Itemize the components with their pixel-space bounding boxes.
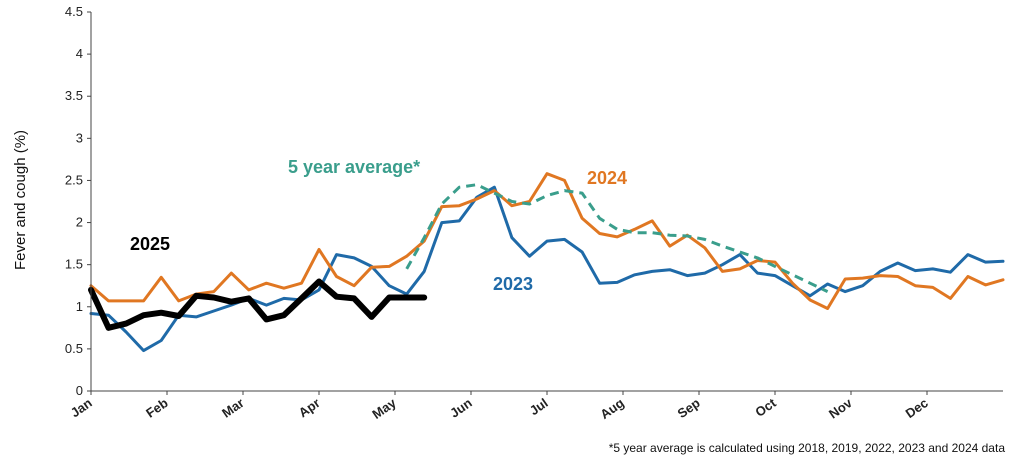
x-tick-label-mar: Mar [219,395,247,421]
x-tick-label-jan: Jan [68,395,95,420]
x-tick-label-oct: Oct [752,395,779,420]
series-line-2023 [89,185,1005,353]
y-tick-label: 4.5 [65,4,83,19]
x-tick-label-may: May [369,395,399,422]
y-tick-label: 4 [76,46,83,61]
series-label-2023: 2023 [493,274,533,294]
y-tick-label: 0 [76,383,83,398]
series-line-2025 [88,278,428,331]
y-tick-label: 0.5 [65,341,83,356]
x-tick-label-aug: Aug [597,395,626,422]
series-label-2024: 2024 [587,168,627,188]
axes: 0 0.5 1 1.5 2 2.5 3 3.5 4 4.5 Jan Feb Mar Apr May Jun Ju… [65,4,1003,422]
x-tick-label-dec: Dec [903,395,931,421]
y-axis-label: Fever and cough (%) [12,130,29,270]
series-line-2024 [89,172,1005,310]
series-label-5yr-average: 5 year average* [288,157,420,177]
y-tick-label: 2 [76,215,83,230]
series-label-2025: 2025 [130,234,170,254]
x-tick-label-sep: Sep [675,395,703,421]
y-tick-label: 3.5 [65,88,83,103]
x-tick-label-nov: Nov [826,395,855,422]
x-tick-label-apr: Apr [296,395,323,420]
x-tick-label-jun: Jun [447,395,475,421]
x-tick-label-feb: Feb [143,395,171,421]
footnote: *5 year average is calculated using 2018… [609,441,1006,455]
y-tick-label: 3 [76,130,83,145]
x-tick-label-jul: Jul [527,395,551,418]
y-tick-label: 2.5 [65,172,83,187]
y-tick-label: 1 [76,299,83,314]
y-tick-label: 1.5 [65,257,83,272]
series-line-5-year-average [405,183,829,293]
series-layer [88,172,1005,353]
